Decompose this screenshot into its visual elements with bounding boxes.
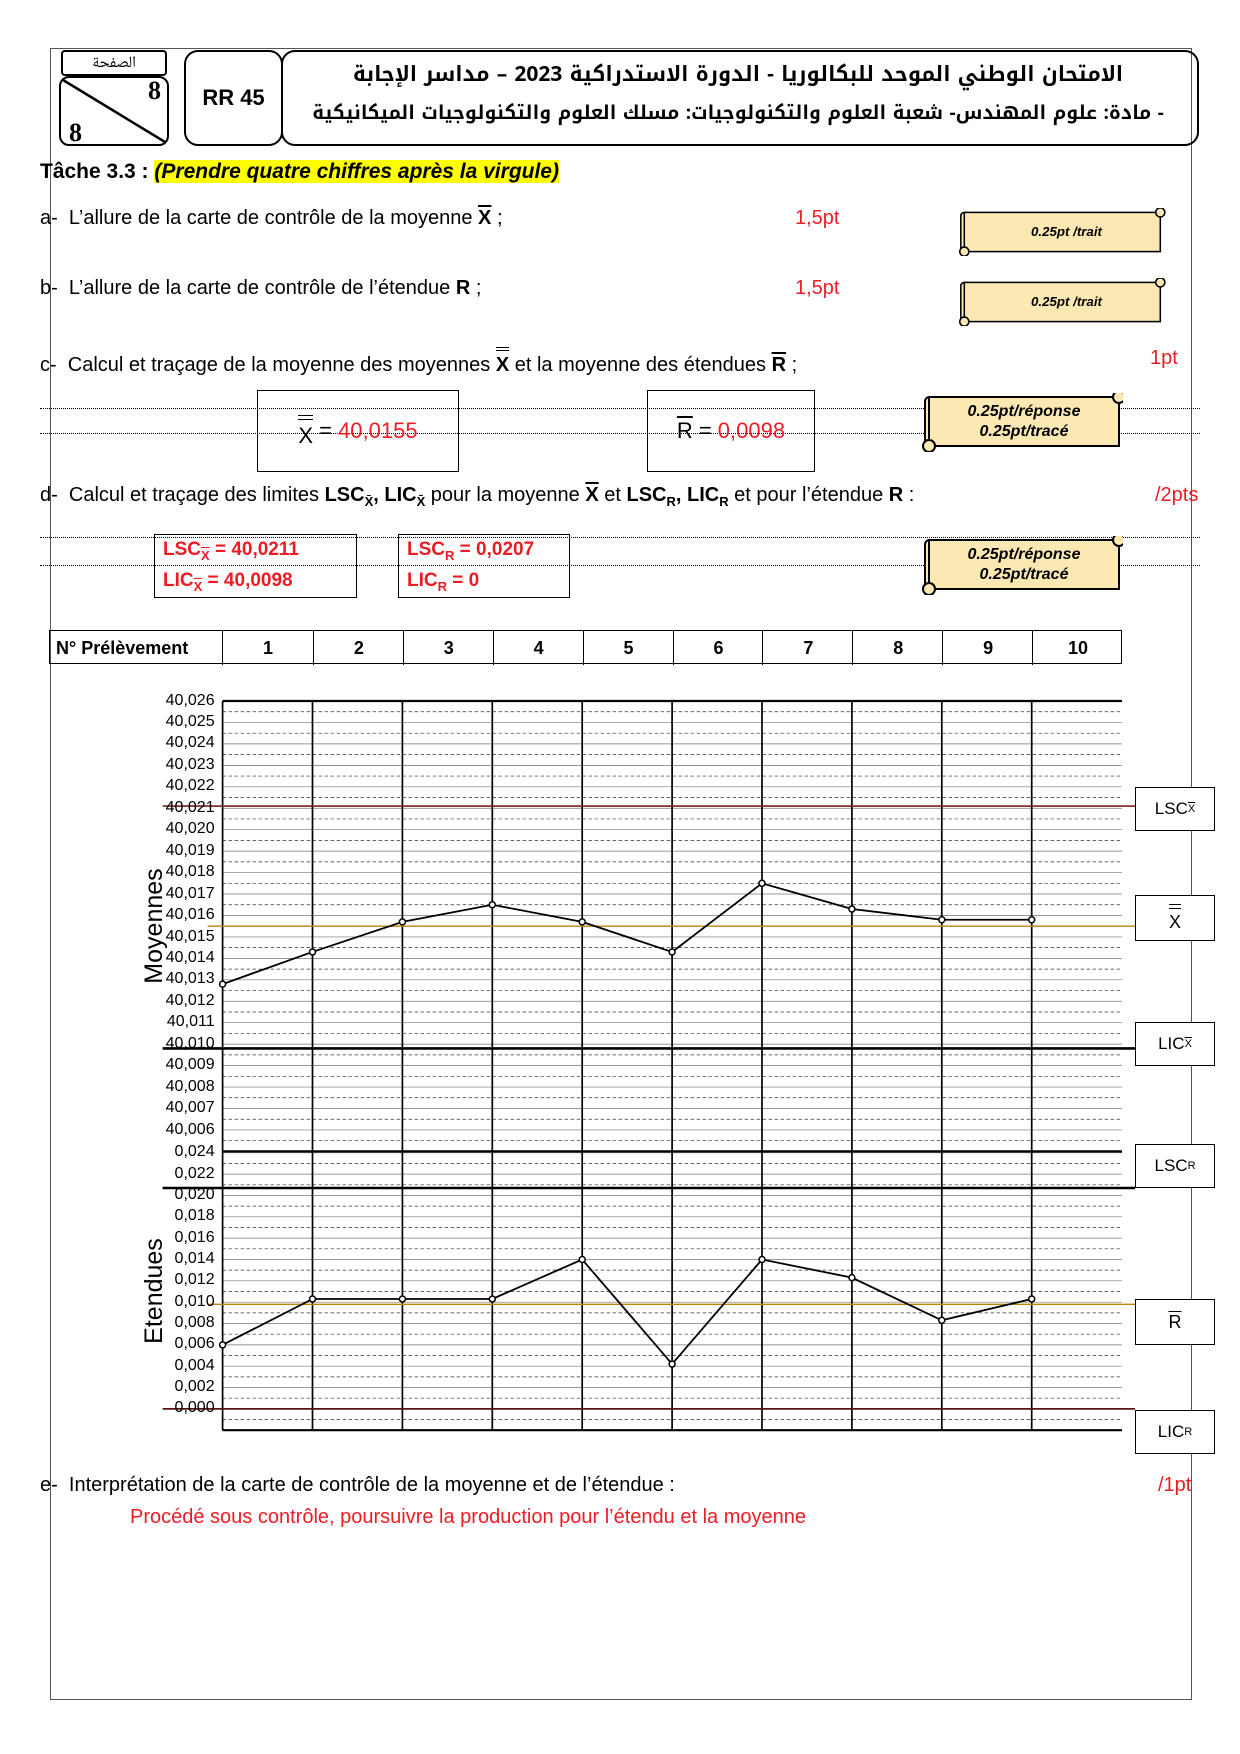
- svg-text:0.25pt/réponse: 0.25pt/réponse: [968, 403, 1081, 420]
- svg-text:0.25pt/réponse: 0.25pt/réponse: [968, 546, 1081, 563]
- svg-text:0.25pt/tracé: 0.25pt/tracé: [980, 423, 1069, 440]
- svg-text:0.25pt/tracé: 0.25pt/tracé: [980, 566, 1069, 583]
- svg-text:0.25pt /trait: 0.25pt /trait: [1031, 224, 1103, 239]
- svg-text:0.25pt /trait: 0.25pt /trait: [1031, 294, 1103, 309]
